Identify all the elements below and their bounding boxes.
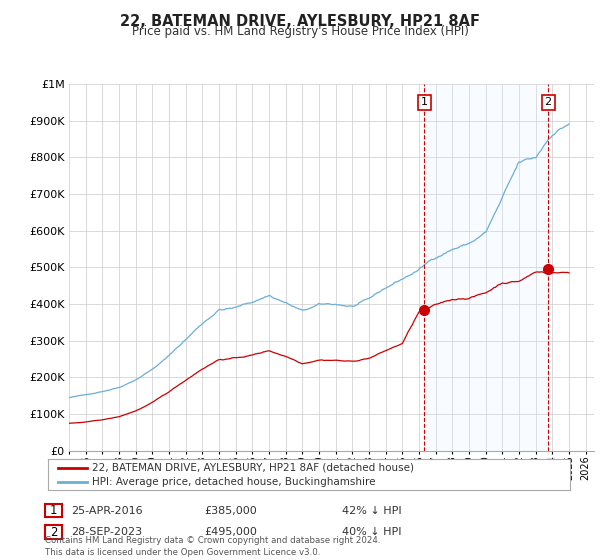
- Text: 2: 2: [50, 525, 57, 539]
- Text: HPI: Average price, detached house, Buckinghamshire: HPI: Average price, detached house, Buck…: [92, 477, 376, 487]
- Text: £385,000: £385,000: [204, 506, 257, 516]
- Text: 22, BATEMAN DRIVE, AYLESBURY, HP21 8AF (detached house): 22, BATEMAN DRIVE, AYLESBURY, HP21 8AF (…: [92, 463, 415, 473]
- Text: £495,000: £495,000: [204, 527, 257, 537]
- Text: Price paid vs. HM Land Registry's House Price Index (HPI): Price paid vs. HM Land Registry's House …: [131, 25, 469, 38]
- Text: 25-APR-2016: 25-APR-2016: [71, 506, 142, 516]
- Text: 40% ↓ HPI: 40% ↓ HPI: [342, 527, 401, 537]
- Text: 1: 1: [50, 504, 57, 517]
- Text: 28-SEP-2023: 28-SEP-2023: [71, 527, 142, 537]
- Text: Contains HM Land Registry data © Crown copyright and database right 2024.
This d: Contains HM Land Registry data © Crown c…: [45, 536, 380, 557]
- Bar: [424, 84, 548, 451]
- Text: 22, BATEMAN DRIVE, AYLESBURY, HP21 8AF: 22, BATEMAN DRIVE, AYLESBURY, HP21 8AF: [120, 14, 480, 29]
- Text: 1: 1: [421, 97, 428, 108]
- Text: 42% ↓ HPI: 42% ↓ HPI: [342, 506, 401, 516]
- Text: 2: 2: [545, 97, 552, 108]
